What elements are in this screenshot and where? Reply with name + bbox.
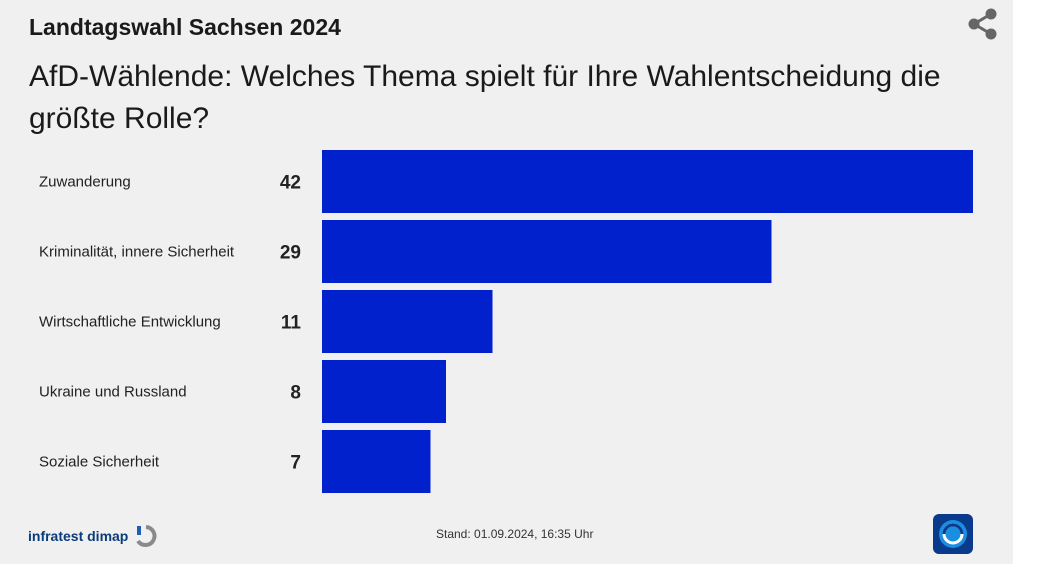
- bar-chart: Zuwanderung 42 Kriminalität, innere Sicher…: [39, 150, 973, 493]
- chart-headline: AfD-Wählende: Welches Thema spielt für I…: [29, 60, 941, 135]
- bar[interactable]: [322, 360, 446, 423]
- value-label: 11: [281, 313, 302, 334]
- source-label: infratest dimap: [28, 528, 129, 544]
- timestamp: Stand: 01.09.2024, 16:35 Uhr: [436, 527, 594, 541]
- share-icon: [968, 8, 997, 40]
- source-brand[interactable]: infratest dimap: [28, 524, 158, 548]
- category-label: Soziale Sicherheit: [39, 454, 160, 471]
- bar[interactable]: [322, 290, 493, 353]
- chart-kicker: Landtagswahl Sachsen 2024: [29, 14, 341, 40]
- category-label: Kriminalität, innere Sicherheit: [39, 244, 235, 261]
- bar[interactable]: [322, 150, 973, 213]
- chart-card: Landtagswahl Sachsen 2024 AfD-Wählende: …: [0, 0, 1013, 564]
- category-label: Ukraine und Russland: [39, 384, 187, 401]
- value-label: 42: [280, 173, 301, 194]
- infratest-dimap-logo-icon: [136, 525, 157, 547]
- bar[interactable]: [322, 220, 772, 283]
- value-label: 7: [290, 453, 301, 474]
- category-label: Zuwanderung: [39, 174, 131, 191]
- tagesschau-logo[interactable]: [933, 514, 973, 554]
- bar[interactable]: [322, 430, 431, 493]
- tagesschau-logo-icon: [933, 514, 973, 554]
- value-label: 8: [290, 383, 301, 404]
- share-button[interactable]: [964, 6, 1000, 42]
- category-label: Wirtschaftliche Entwicklung: [39, 314, 221, 331]
- value-label: 29: [280, 243, 301, 264]
